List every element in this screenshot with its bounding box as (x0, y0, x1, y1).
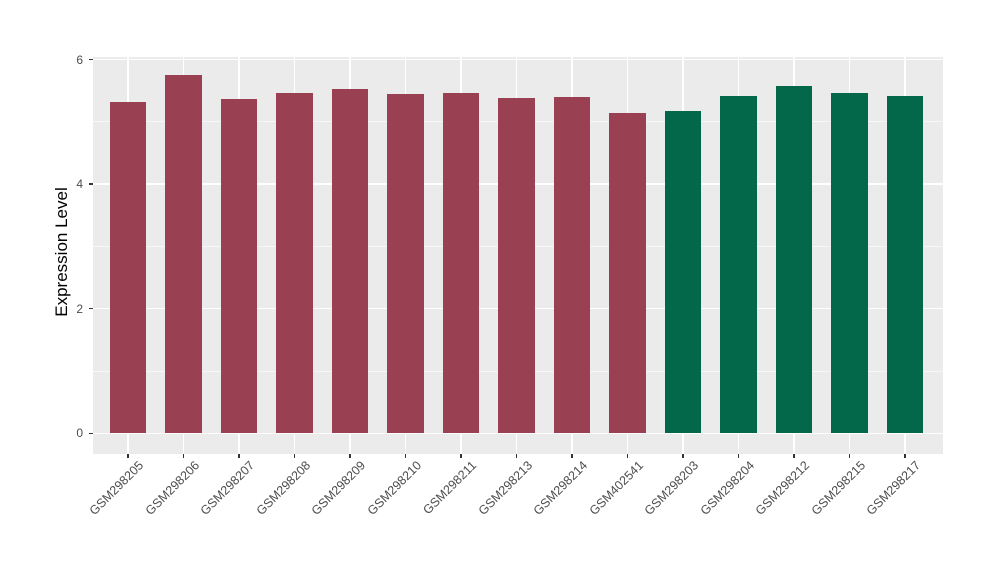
plot-panel (93, 57, 943, 454)
x-tick-mark-GSM298203 (682, 454, 684, 458)
bar-GSM298204 (720, 95, 757, 434)
y-axis-title: Expression Level (52, 187, 71, 317)
x-tick-label-GSM298208: GSM298208 (253, 458, 313, 518)
x-tick-label-GSM298206: GSM298206 (142, 458, 202, 518)
bar-GSM298211 (442, 93, 480, 434)
x-tick-mark-GSM298210 (404, 454, 407, 458)
y-tick-mark-6 (89, 58, 93, 61)
x-tick-label-GSM298214: GSM298214 (530, 458, 591, 518)
bar-GSM298206 (165, 75, 202, 434)
x-tick-mark-GSM402541 (626, 454, 629, 458)
x-tick-mark-GSM298217 (904, 454, 906, 458)
x-tick-mark-GSM298213 (515, 454, 518, 458)
x-tick-mark-GSM298204 (737, 454, 740, 458)
x-tick-label-GSM298207: GSM298207 (197, 458, 258, 518)
bar-GSM298203 (664, 111, 702, 434)
x-tick-label-GSM298210: GSM298210 (364, 458, 424, 518)
gridline-major-y6 (93, 58, 943, 61)
x-tick-label-GSM298205: GSM298205 (86, 458, 147, 518)
bar-GSM298209 (331, 88, 369, 434)
x-tick-label-GSM298213: GSM298213 (475, 458, 535, 518)
x-tick-mark-GSM298206 (182, 454, 185, 458)
bar-GSM298210 (387, 93, 424, 434)
x-tick-mark-GSM298215 (848, 454, 851, 458)
bar-GSM298208 (276, 93, 313, 434)
x-tick-mark-GSM298205 (127, 454, 129, 458)
bar-GSM402541 (609, 113, 646, 434)
bar-GSM298213 (498, 98, 535, 434)
y-tick-label-4: 4 (76, 177, 83, 192)
x-tick-label-GSM298209: GSM298209 (308, 458, 369, 518)
y-tick-mark-0 (89, 432, 93, 435)
bar-GSM298207 (220, 98, 258, 434)
x-tick-label-GSM402541: GSM402541 (586, 458, 646, 518)
x-tick-mark-GSM298208 (293, 454, 296, 458)
bar-GSM298214 (553, 96, 591, 434)
x-tick-label-GSM298217: GSM298217 (863, 458, 924, 518)
y-tick-label-2: 2 (76, 301, 83, 316)
y-tick-mark-2 (89, 307, 93, 310)
bar-GSM298215 (831, 93, 868, 434)
x-tick-mark-GSM298209 (349, 454, 351, 458)
y-tick-label-6: 6 (76, 52, 83, 67)
bar-GSM298212 (775, 86, 813, 434)
x-tick-mark-GSM298214 (571, 454, 573, 458)
x-tick-label-GSM298204: GSM298204 (697, 458, 757, 518)
bar-GSM298205 (109, 102, 147, 434)
x-tick-label-GSM298203: GSM298203 (641, 458, 702, 518)
x-tick-mark-GSM298211 (460, 454, 462, 458)
x-tick-label-GSM298212: GSM298212 (752, 458, 813, 518)
bar-GSM298217 (886, 96, 924, 434)
y-tick-label-0: 0 (76, 426, 83, 441)
x-tick-mark-GSM298212 (793, 454, 795, 458)
x-tick-mark-GSM298207 (238, 454, 240, 458)
x-tick-label-GSM298211: GSM298211 (420, 458, 480, 518)
x-tick-label-GSM298215: GSM298215 (808, 458, 868, 518)
y-tick-mark-4 (89, 183, 93, 185)
